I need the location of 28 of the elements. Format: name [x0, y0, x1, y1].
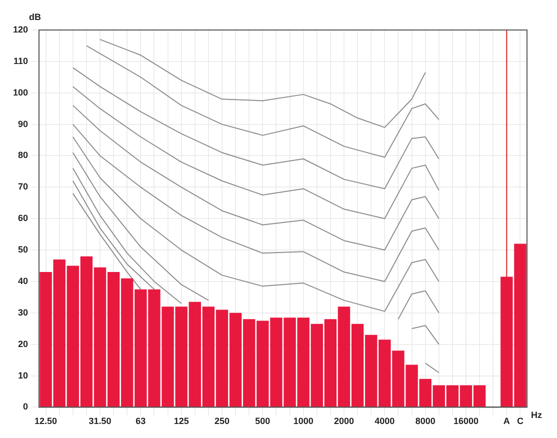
y-tick-label: 20 — [18, 338, 28, 349]
x-tick-label: 500 — [255, 416, 270, 426]
y-tick-label: 120 — [12, 24, 28, 34]
y-tick-label: 100 — [12, 87, 28, 98]
y-tick-label: 70 — [18, 182, 28, 192]
x-tick-label: C — [516, 416, 524, 426]
y-tick-label: 0 — [23, 402, 28, 412]
x-tick-label: 12.50 — [34, 416, 58, 426]
x-tick-label: 2000 — [334, 416, 354, 426]
y-tick-label: 50 — [18, 244, 28, 255]
x-tick-label: 8000 — [415, 416, 436, 426]
y-tick-label: 110 — [13, 56, 28, 66]
x-tick-label: 1000 — [293, 416, 314, 426]
y-axis-title: dB — [29, 12, 42, 22]
x-tick-label: 125 — [174, 416, 189, 426]
x-tick-label: 16000 — [453, 416, 479, 426]
y-tick-label: 80 — [18, 150, 28, 160]
x-tick-label: 31.50 — [88, 416, 112, 426]
x-tick-label: A — [503, 416, 510, 426]
y-tick-label: 10 — [18, 370, 28, 380]
x-tick-label: 63 — [136, 416, 146, 426]
y-tick-label: 30 — [18, 307, 28, 318]
x-axis-title: Hz — [531, 410, 542, 420]
y-tick-label: 90 — [18, 118, 28, 129]
y-tick-label: 40 — [18, 276, 28, 286]
y-tick-label: 60 — [18, 213, 28, 224]
x-tick-label: 4000 — [374, 416, 395, 426]
x-tick-label: 250 — [214, 416, 230, 426]
